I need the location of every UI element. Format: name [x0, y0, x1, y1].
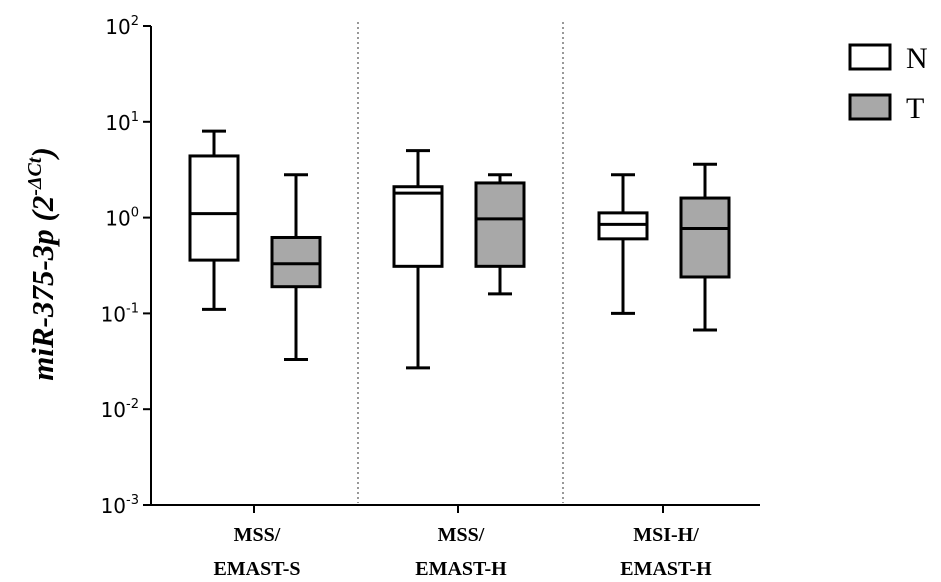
- y-axis-label: miR-375-3p (2-ΔCt): [24, 147, 60, 381]
- box-N-1: [188, 129, 240, 311]
- y-tick-label: 10-1: [101, 301, 139, 326]
- y-axis: 10-3 10-2 10-1 100 101 102: [101, 14, 152, 518]
- iqr-box: [679, 196, 731, 279]
- x-category-label-line2: EMAST-H: [415, 558, 507, 580]
- x-category-label-line2: EMAST-S: [213, 558, 300, 580]
- legend-swatch-N: [848, 43, 892, 71]
- y-tick-label: 100: [105, 206, 139, 231]
- legend: NT: [848, 42, 928, 125]
- x-category-label-line1: MSI-H/: [633, 524, 699, 546]
- boxes: [188, 129, 731, 370]
- legend-label-N: N: [906, 42, 928, 75]
- box-T-2: [474, 173, 526, 296]
- group-separators: [357, 22, 564, 503]
- legend-swatch-T: [848, 93, 892, 121]
- y-tick-label: 10-2: [101, 397, 139, 422]
- iqr-box: [188, 154, 240, 262]
- y-tick-label: 10-3: [101, 493, 139, 518]
- y-axis-title: miR-375-3p (2-ΔCt): [24, 147, 60, 381]
- y-tick-label: 102: [105, 14, 139, 39]
- iqr-box: [270, 235, 322, 289]
- x-category-label-line1: MSS/: [234, 524, 281, 546]
- legend-label-T: T: [906, 92, 924, 125]
- box-N-3: [597, 173, 649, 315]
- x-axis: MSS/EMAST-S MSS/EMAST-H MSI-H/EMAST-H: [151, 504, 760, 580]
- box-T-3: [679, 162, 731, 332]
- box-T-1: [270, 173, 322, 362]
- iqr-box: [392, 185, 444, 268]
- iqr-box: [474, 181, 526, 268]
- x-category-label-line1: MSS/: [438, 524, 485, 546]
- y-tick-label: 101: [105, 110, 139, 135]
- iqr-box: [597, 211, 649, 241]
- box-N-2: [392, 149, 444, 370]
- x-category-label-line2: EMAST-H: [620, 558, 712, 580]
